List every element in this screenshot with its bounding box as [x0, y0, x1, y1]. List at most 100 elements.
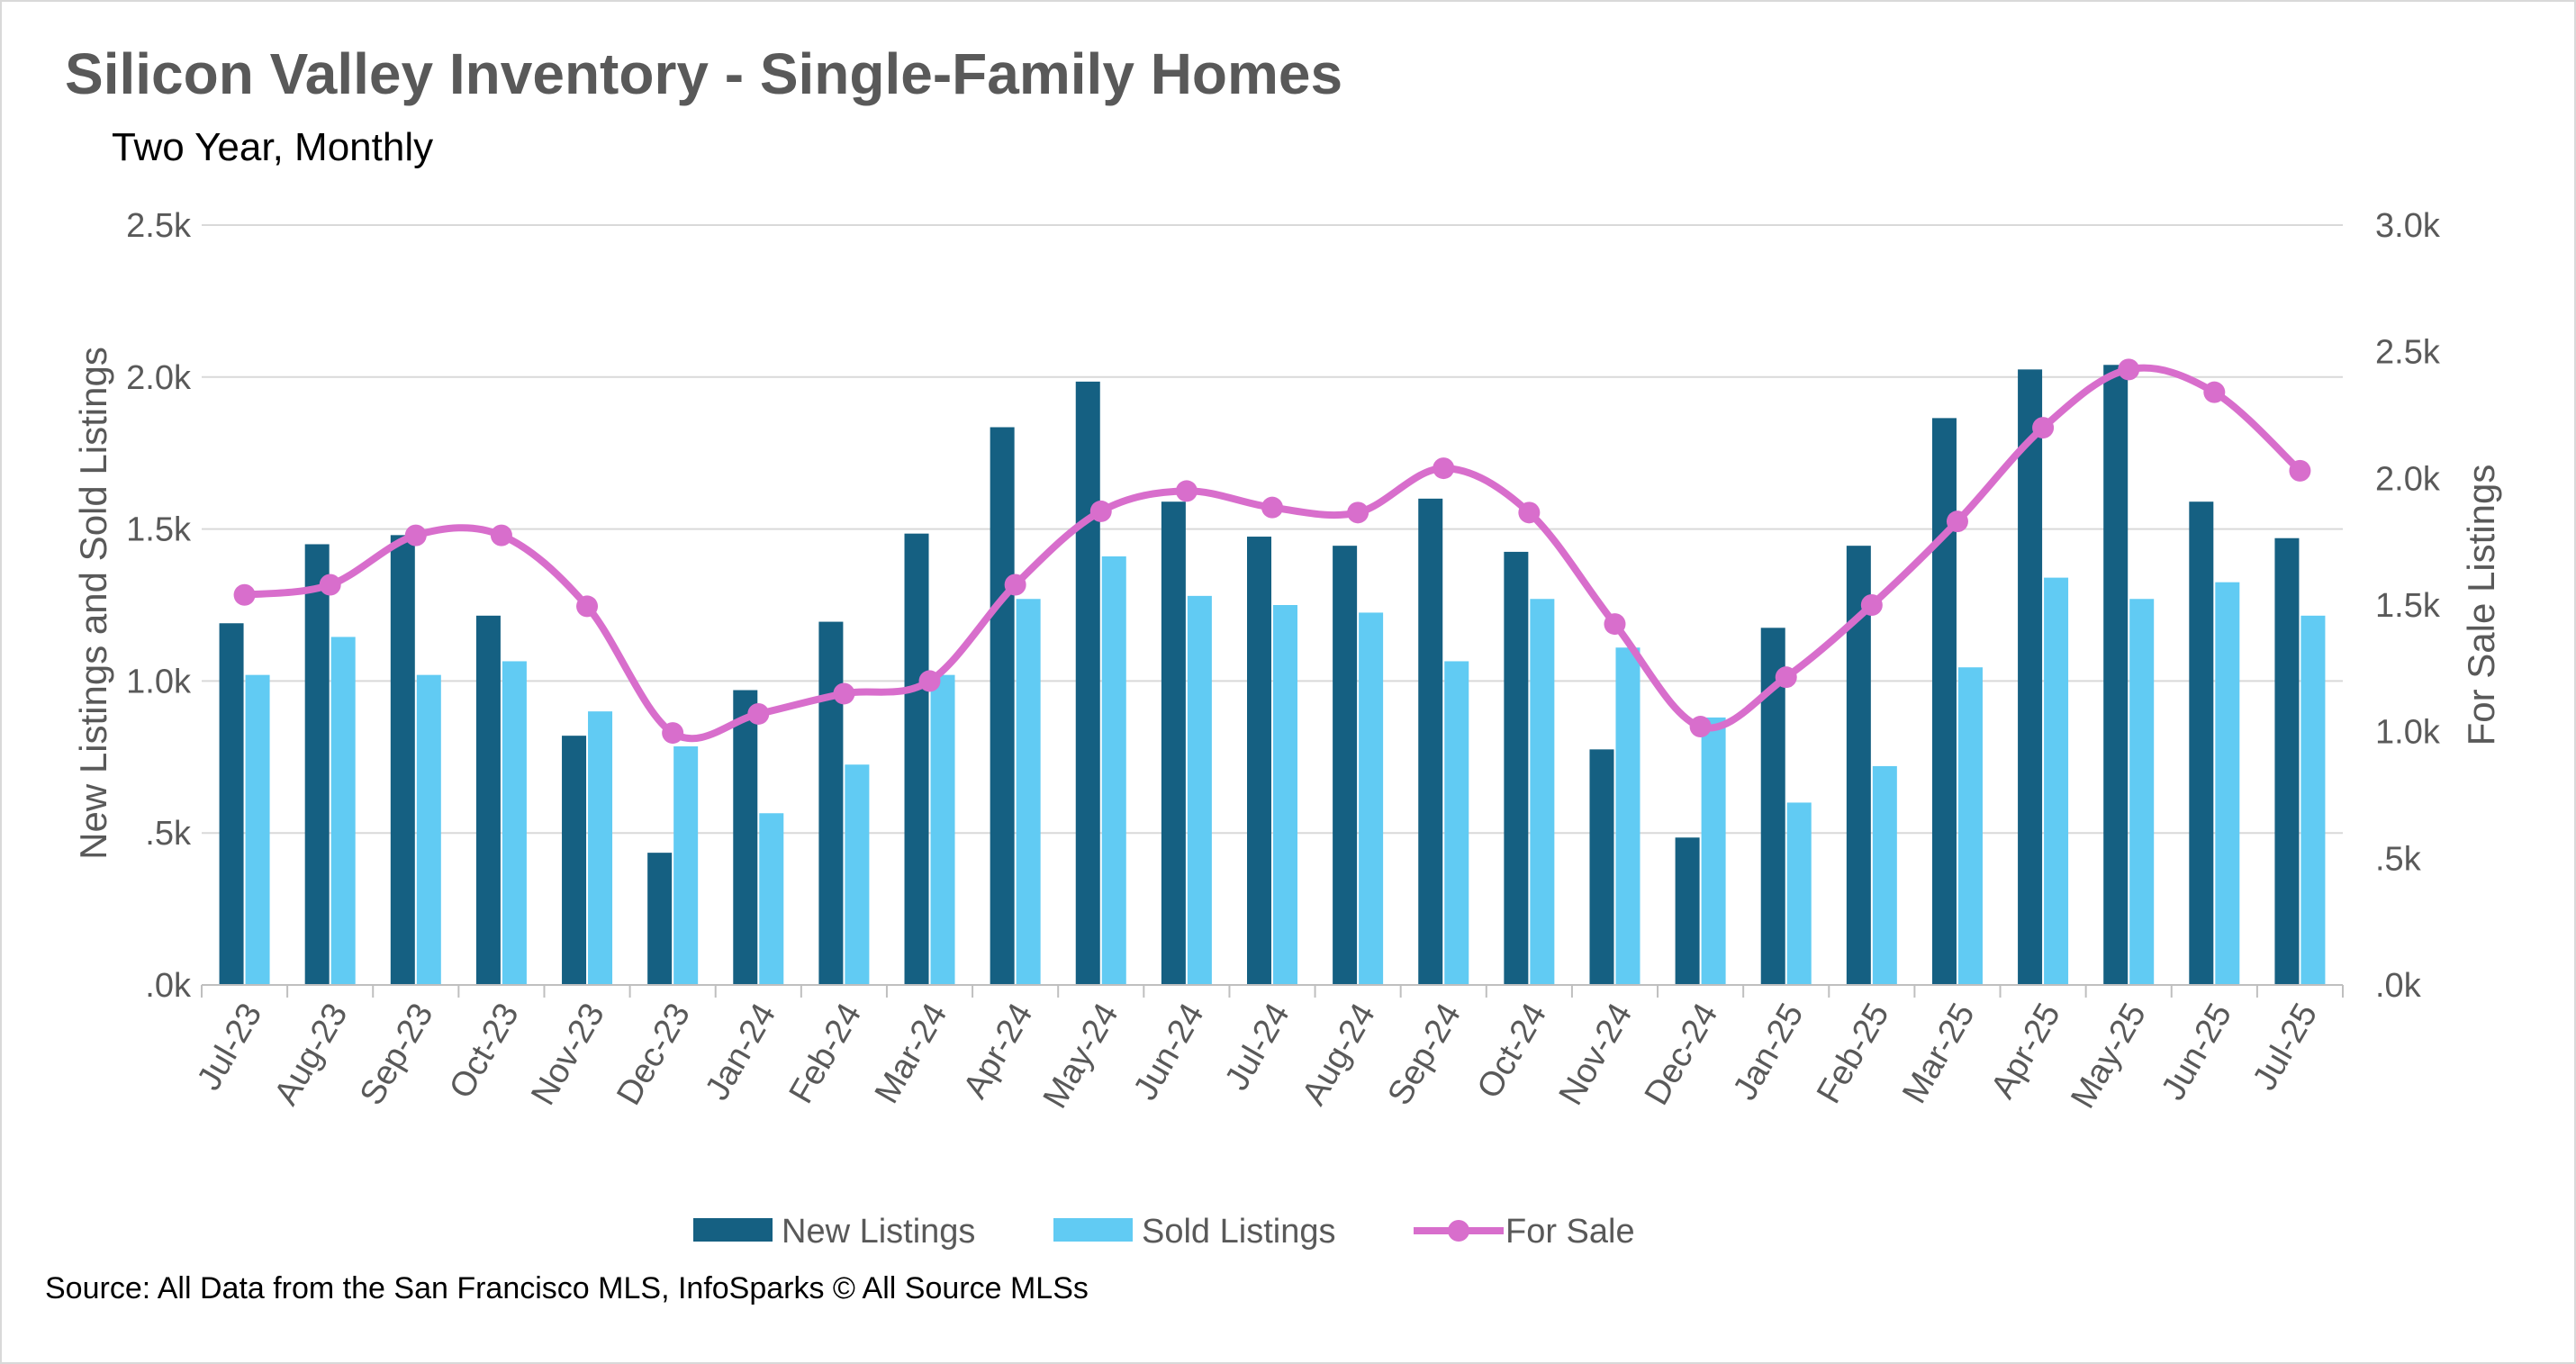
chart-subtitle: Two Year, Monthly [112, 125, 433, 169]
x-tick-label: Jan-25 [1726, 998, 1811, 1107]
y-tick-label: 1.5k [126, 511, 192, 549]
x-tick-label: May-25 [2064, 998, 2154, 1116]
for-sale-point [1689, 716, 1712, 738]
x-tick-label: Dec-24 [1638, 998, 1726, 1112]
new-listings-bar [1247, 537, 1271, 985]
y2-tick-label: .0k [2375, 967, 2422, 1005]
y-tick-label: .0k [145, 967, 192, 1005]
bars [219, 365, 2326, 986]
for-sale-line [240, 364, 2304, 743]
sold-listings-bar [588, 711, 613, 985]
for-sale-point [1175, 480, 1198, 502]
new-listings-bar [904, 533, 929, 985]
x-tick-label: Feb-24 [782, 998, 870, 1110]
legend-swatch-sold-listings [1053, 1218, 1133, 1242]
legend: New Listings Sold Listings For Sale [693, 1213, 1635, 1251]
sold-listings-bar [1273, 605, 1297, 985]
x-tick-label: Oct-24 [1470, 998, 1554, 1106]
y2-tick-label: .5k [2375, 840, 2422, 878]
new-listings-bar [733, 690, 758, 985]
new-listings-bar [1931, 418, 1957, 986]
y2-tick-label: 3.0k [2375, 207, 2441, 245]
for-sale-point [404, 524, 427, 547]
sold-listings-bar [416, 674, 441, 985]
x-tick-label: Sep-23 [353, 998, 441, 1112]
for-sale-point [1860, 594, 1883, 616]
new-listings-bar [1075, 381, 1100, 985]
sold-listings-bar [2215, 582, 2240, 985]
new-listings-bar [304, 544, 330, 985]
for-sale-point [833, 682, 855, 705]
sold-listings-bar [1701, 717, 1726, 985]
x-tick-label: Aug-23 [267, 998, 356, 1112]
y-tick-label: 1.0k [126, 663, 192, 700]
sold-listings-bar [1872, 765, 1897, 985]
for-sale-point [2032, 417, 2055, 439]
for-sale-point [747, 702, 770, 725]
x-tick-label: Mar-24 [868, 998, 955, 1110]
x-tick-label: Jun-25 [2155, 998, 2239, 1107]
x-tick-label: Nov-24 [1552, 998, 1641, 1112]
for-sale-point [918, 670, 941, 692]
y2-tick-label: 1.0k [2375, 714, 2441, 752]
new-listings-bar [2103, 365, 2129, 985]
sold-listings-bar [1359, 612, 1384, 985]
new-listings-bar [2274, 537, 2300, 985]
for-sale-point [1347, 501, 1369, 524]
x-tick-label: Oct-23 [442, 998, 526, 1106]
new-listings-bar [1333, 546, 1358, 985]
for-sale-point [576, 595, 599, 618]
right-axis-ticks: .0k .5k 1.0k 1.5k 2.0k 2.5k 3.0k [2375, 207, 2441, 1005]
for-sale-point [2203, 381, 2226, 403]
for-sale-point [319, 574, 341, 596]
sold-listings-bar [245, 674, 270, 985]
for-sale-point [1946, 510, 1968, 533]
for-sale-point [1089, 500, 1112, 522]
y2-tick-label: 2.0k [2375, 460, 2441, 498]
x-tick-label: Jan-24 [699, 998, 783, 1107]
x-tick-label: Mar-25 [1895, 998, 1983, 1110]
legend-marker-for-sale [1448, 1220, 1469, 1242]
sold-listings-bar [1101, 556, 1126, 985]
x-tick-label: Jun-24 [1126, 998, 1211, 1107]
for-sale-point [2118, 358, 2140, 381]
for-sale-point [1518, 501, 1541, 524]
sold-listings-bar [2300, 615, 2326, 985]
for-sale-point [662, 722, 684, 745]
sold-listings-bar [1957, 667, 1983, 985]
y-tick-label: .5k [145, 815, 192, 853]
sold-listings-bar [1444, 661, 1469, 985]
new-listings-bar [647, 853, 673, 985]
for-sale-line-layer [233, 358, 2311, 745]
sold-listings-bar [673, 745, 699, 985]
y-axis-label: New Listings and Sold Listings [72, 347, 114, 860]
new-listings-bar [390, 535, 415, 985]
y-tick-label: 2.0k [126, 359, 192, 397]
for-sale-point [1433, 457, 1455, 480]
new-listings-bar [1161, 501, 1186, 985]
legend-label-new-listings: New Listings [782, 1213, 975, 1251]
y2-axis-label: For Sale Listings [2460, 465, 2502, 746]
sold-listings-bar [2044, 577, 2069, 985]
x-tick-label: Jul-23 [190, 998, 269, 1098]
new-listings-bar [1504, 551, 1529, 985]
x-tick-label: Sep-24 [1380, 998, 1469, 1112]
sold-listings-bar [1615, 647, 1641, 985]
new-listings-bar [1418, 498, 1443, 985]
new-listings-bar [818, 621, 844, 985]
for-sale-point [490, 524, 512, 547]
for-sale-point [1604, 613, 1626, 636]
y-tick-label: 2.5k [126, 207, 192, 245]
new-listings-bar [2189, 501, 2214, 985]
for-sale-point [1004, 574, 1026, 596]
legend-label-sold-listings: Sold Listings [1142, 1213, 1335, 1251]
x-tick-label: May-24 [1036, 998, 1126, 1116]
new-listings-bar [219, 623, 244, 985]
x-tick-label: Nov-23 [524, 998, 612, 1112]
new-listings-bar [2018, 369, 2043, 985]
x-tick-label: Feb-25 [1810, 998, 1897, 1110]
x-tick-label: Jul-24 [1218, 998, 1297, 1098]
new-listings-bar [990, 427, 1015, 985]
